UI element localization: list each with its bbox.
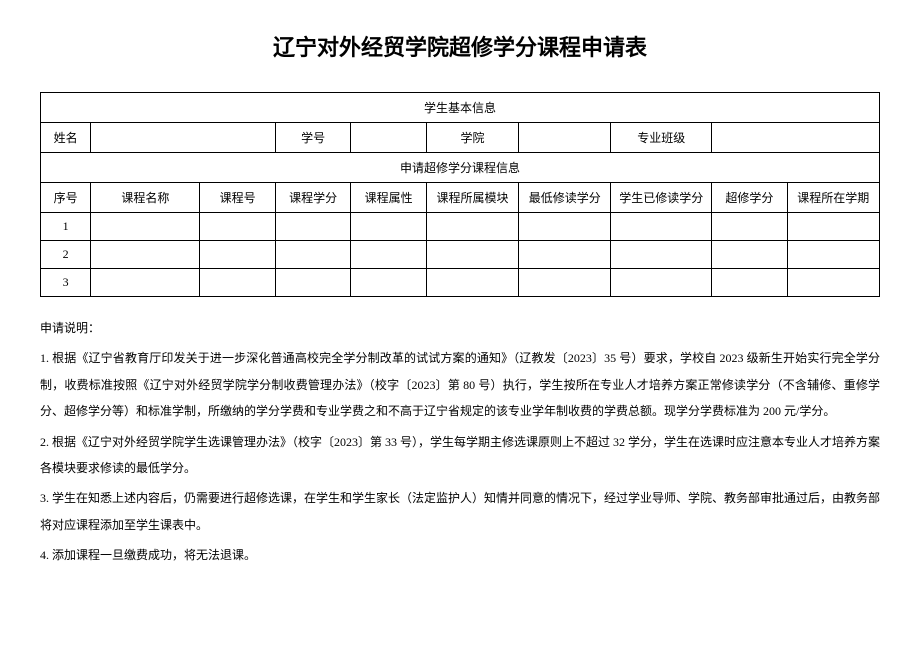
class-label: 专业班级	[611, 123, 712, 153]
cell-semester	[787, 269, 879, 297]
application-table: 学生基本信息 姓名 学号 学院 专业班级 申请超修学分课程信息 序号 课程名称 …	[40, 92, 880, 297]
class-value	[712, 123, 880, 153]
cell-name	[91, 241, 200, 269]
course-info-header: 申请超修学分课程信息	[41, 153, 880, 183]
cell-code	[200, 213, 276, 241]
cell-semester	[787, 241, 879, 269]
col-attr: 课程属性	[351, 183, 427, 213]
cell-done-credit	[611, 213, 712, 241]
table-row: 1	[41, 213, 880, 241]
col-seq: 序号	[41, 183, 91, 213]
id-label: 学号	[275, 123, 351, 153]
col-code: 课程号	[200, 183, 276, 213]
col-over-credit: 超修学分	[712, 183, 788, 213]
name-value	[91, 123, 276, 153]
cell-done-credit	[611, 269, 712, 297]
table-row: 2	[41, 241, 880, 269]
cell-min-credit	[519, 241, 611, 269]
cell-done-credit	[611, 241, 712, 269]
name-label: 姓名	[41, 123, 91, 153]
col-name: 课程名称	[91, 183, 200, 213]
note-2: 2. 根据《辽宁对外经贸学院学生选课管理办法》（校字〔2023〕第 33 号），…	[40, 429, 880, 482]
col-module: 课程所属模块	[426, 183, 518, 213]
student-info-row: 姓名 学号 学院 专业班级	[41, 123, 880, 153]
notes-section: 申请说明： 1. 根据《辽宁省教育厅印发关于进一步深化普通高校完全学分制改革的试…	[40, 315, 880, 569]
cell-attr	[351, 241, 427, 269]
note-4: 4. 添加课程一旦缴费成功，将无法退课。	[40, 542, 880, 568]
cell-code	[200, 269, 276, 297]
cell-attr	[351, 269, 427, 297]
col-done-credit: 学生已修读学分	[611, 183, 712, 213]
col-credit: 课程学分	[275, 183, 351, 213]
cell-semester	[787, 213, 879, 241]
cell-credit	[275, 213, 351, 241]
cell-code	[200, 241, 276, 269]
cell-module	[426, 241, 518, 269]
page-title: 辽宁对外经贸学院超修学分课程申请表	[40, 30, 880, 62]
cell-seq: 2	[41, 241, 91, 269]
cell-over-credit	[712, 241, 788, 269]
cell-module	[426, 213, 518, 241]
college-label: 学院	[426, 123, 518, 153]
cell-min-credit	[519, 213, 611, 241]
cell-credit	[275, 241, 351, 269]
table-row: 3	[41, 269, 880, 297]
col-semester: 课程所在学期	[787, 183, 879, 213]
cell-over-credit	[712, 213, 788, 241]
cell-seq: 1	[41, 213, 91, 241]
note-3: 3. 学生在知悉上述内容后，仍需要进行超修选课，在学生和学生家长（法定监护人）知…	[40, 485, 880, 538]
notes-title: 申请说明：	[40, 315, 880, 341]
college-value	[519, 123, 611, 153]
cell-over-credit	[712, 269, 788, 297]
cell-min-credit	[519, 269, 611, 297]
cell-name	[91, 213, 200, 241]
col-min-credit: 最低修读学分	[519, 183, 611, 213]
cell-credit	[275, 269, 351, 297]
cell-module	[426, 269, 518, 297]
id-value	[351, 123, 427, 153]
cell-seq: 3	[41, 269, 91, 297]
cell-name	[91, 269, 200, 297]
cell-attr	[351, 213, 427, 241]
course-header-row: 序号 课程名称 课程号 课程学分 课程属性 课程所属模块 最低修读学分 学生已修…	[41, 183, 880, 213]
note-1: 1. 根据《辽宁省教育厅印发关于进一步深化普通高校完全学分制改革的试试方案的通知…	[40, 345, 880, 424]
student-info-header: 学生基本信息	[41, 93, 880, 123]
